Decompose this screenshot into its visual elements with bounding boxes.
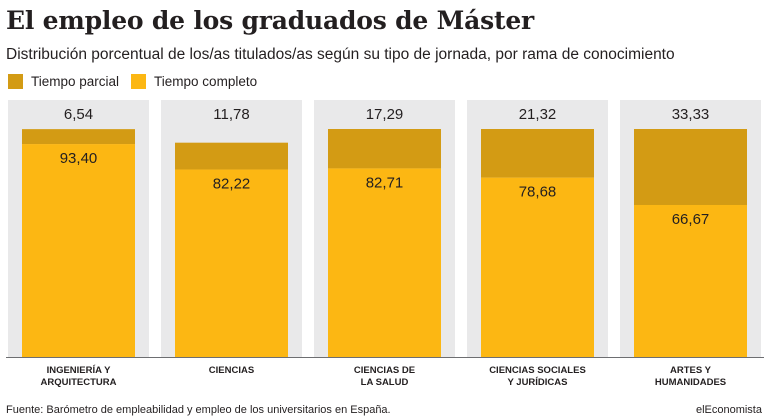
legend-swatch-full-time <box>131 74 147 89</box>
bar-part-time <box>22 129 135 145</box>
legend: Tiempo parcial Tiempo completo <box>8 74 269 89</box>
data-label-part-time: 33,33 <box>672 106 710 123</box>
category-label: HUMANIDADES <box>655 377 726 388</box>
bar-full-time <box>481 177 594 357</box>
category-label: ARQUITECTURA <box>41 377 117 388</box>
source-note: Fuente: Barómetro de empleabilidad y emp… <box>6 404 391 416</box>
data-label-full-time: 93,40 <box>60 150 98 167</box>
bar-part-time <box>481 129 594 178</box>
data-label-full-time: 78,68 <box>519 184 557 201</box>
category-label: INGENIERÍA Y <box>47 365 112 376</box>
bar-full-time <box>22 144 135 357</box>
category-label: Y JURÍDICAS <box>507 377 567 388</box>
data-label-full-time: 66,67 <box>672 211 710 228</box>
category-label: ARTES Y <box>670 365 712 376</box>
data-label-full-time: 82,71 <box>366 174 404 191</box>
legend-label-full-time: Tiempo completo <box>154 74 258 89</box>
chart-subtitle: Distribución porcentual de los/as titula… <box>6 46 675 63</box>
bar-part-time <box>634 129 747 205</box>
brand-label: elEconomista <box>695 404 762 416</box>
legend-item-full-time: Tiempo completo <box>131 74 257 89</box>
bar-part-time <box>328 129 441 169</box>
data-label-part-time: 21,32 <box>519 106 557 123</box>
bar-full-time <box>328 168 441 357</box>
data-label-part-time: 11,78 <box>213 106 249 123</box>
legend-item-part-time: Tiempo parcial <box>8 74 119 89</box>
category-label: CIENCIAS <box>209 365 254 376</box>
legend-label-part-time: Tiempo parcial <box>31 74 120 89</box>
chart-title: El empleo de los graduados de Máster <box>6 6 535 35</box>
data-label-part-time: 6,54 <box>64 106 93 123</box>
category-label: CIENCIAS SOCIALES <box>489 365 586 376</box>
category-label: LA SALUD <box>361 377 409 388</box>
legend-swatch-part-time <box>8 74 23 89</box>
category-label: CIENCIAS DE <box>354 365 415 376</box>
bar-full-time <box>175 169 288 357</box>
bar-part-time <box>175 142 288 170</box>
data-label-part-time: 17,29 <box>366 106 404 123</box>
data-label-full-time: 82,22 <box>213 176 251 193</box>
bar-full-time <box>634 204 747 357</box>
